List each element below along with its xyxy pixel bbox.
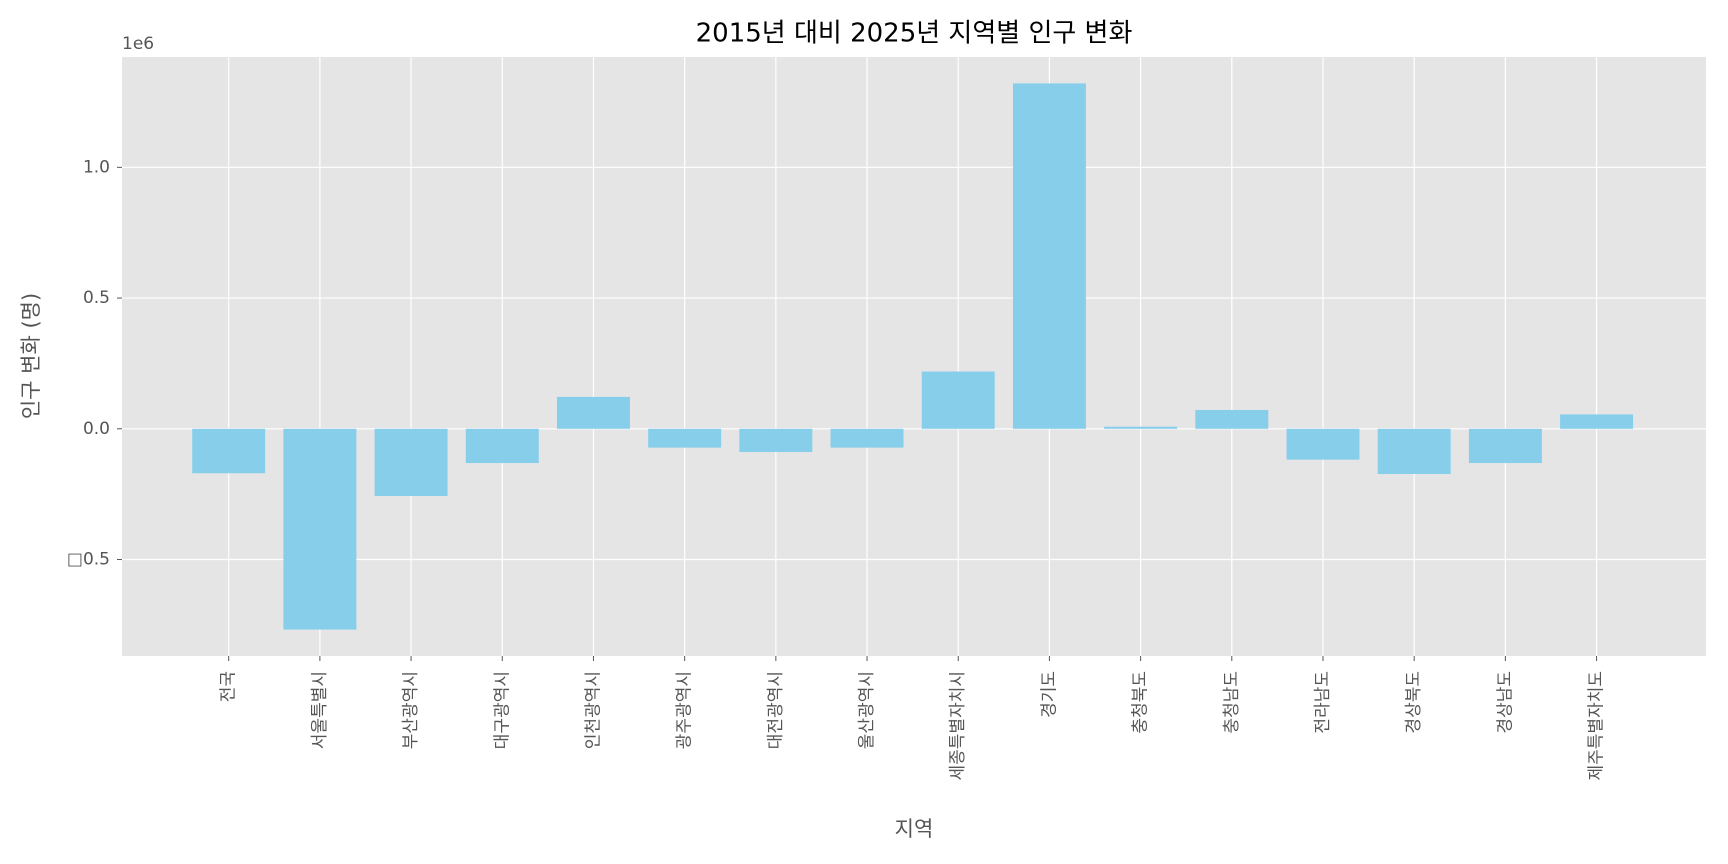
marks (192, 83, 1634, 630)
bar (1560, 414, 1634, 429)
x-tick-label: 울산광역시 (857, 671, 877, 749)
x-axis-label: 지역 (895, 817, 934, 841)
bar (921, 371, 995, 429)
bar (465, 428, 539, 464)
x-tick-label: 전라남도 (1313, 671, 1333, 734)
x-tick-label: 충청남도 (1222, 671, 1242, 734)
y-tick-label: 1.0 (83, 157, 110, 177)
x-tick-label: 경상남도 (1495, 671, 1515, 734)
bar (556, 396, 630, 429)
x-tick-label: 충청북도 (1131, 671, 1151, 734)
bar (1468, 428, 1542, 464)
bar (1377, 428, 1451, 475)
bar (1195, 409, 1269, 429)
x-tick-label: 대구광역시 (492, 671, 512, 749)
x-tick-label: 대전광역시 (766, 671, 786, 749)
y-axis-label: 인구 변화 (명) (19, 293, 43, 419)
x-tick-label: 서울특별시 (310, 671, 330, 749)
y-tick-label: □0.5 (67, 550, 110, 570)
y-tick-label: 0.0 (83, 419, 110, 439)
plot-background (122, 57, 1706, 656)
bar (1286, 428, 1360, 460)
bar (1104, 426, 1178, 429)
bar (1012, 83, 1086, 429)
x-tick-label: 전국 (219, 671, 239, 702)
bar (283, 428, 357, 630)
bar (648, 428, 722, 448)
x-tick-label: 세종특별자치시 (948, 671, 968, 780)
x-tick-label: 부산광역시 (401, 671, 421, 749)
bar (192, 428, 266, 474)
y-offset-label: 1e6 (122, 34, 154, 54)
bar (739, 428, 813, 453)
x-tick-label: 경상북도 (1404, 671, 1424, 734)
x-tick-label: 경기도 (1039, 671, 1059, 718)
bar (830, 428, 904, 448)
bar (374, 428, 448, 496)
y-tick-label: 0.5 (83, 288, 110, 308)
x-tick-label: 제주특별자치도 (1587, 671, 1607, 780)
x-tick-label: 광주광역시 (675, 671, 695, 749)
x-tick-label: 인천광역시 (583, 671, 603, 749)
chart-title: 2015년 대비 2025년 지역별 인구 변화 (696, 19, 1133, 49)
